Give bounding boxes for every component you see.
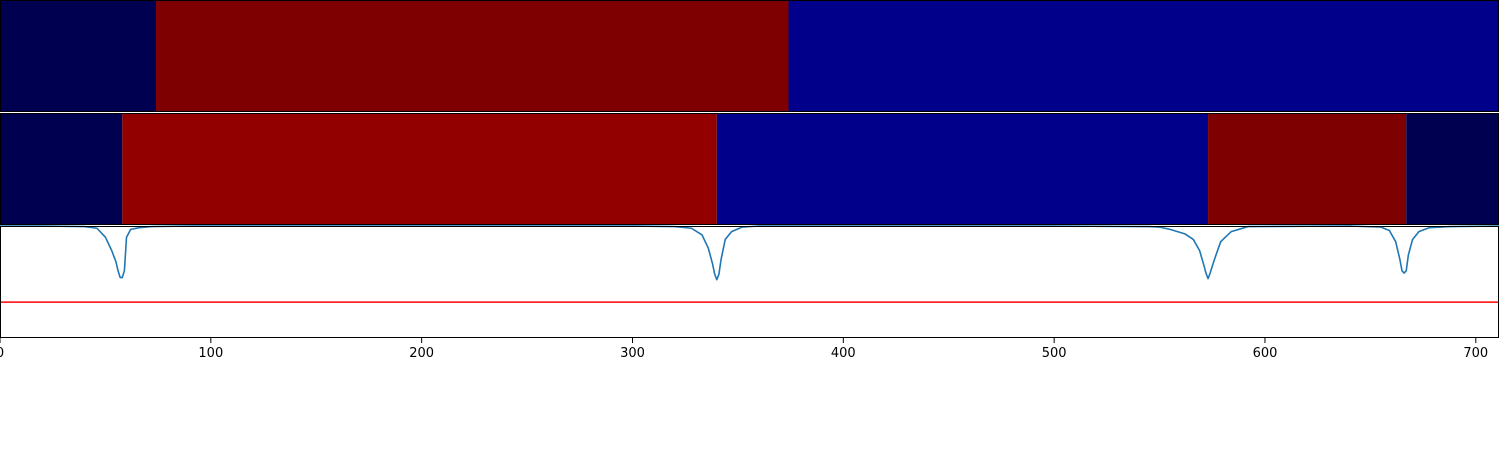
heatmap-segment	[1208, 113, 1407, 225]
panel-frame	[0, 113, 1499, 225]
x-tick-label: 700	[1463, 346, 1488, 361]
plot-area	[0, 226, 1499, 338]
line-panel-bottom	[0, 225, 1500, 338]
heatmap-segment	[0, 113, 123, 225]
heatmap-segment	[122, 113, 717, 225]
x-axis: 0 100 200 300 400 500 600 700	[0, 338, 1488, 361]
x-tick-label: 400	[831, 346, 856, 361]
heatmap-segment	[0, 0, 157, 112]
x-tick-label: 100	[198, 346, 223, 361]
heatmap-segment	[788, 0, 1499, 112]
heatmap-segment	[716, 113, 1209, 225]
heatmap-segment	[156, 0, 789, 112]
heatmap-segment	[1406, 113, 1499, 225]
x-tick-label: 0	[0, 346, 4, 361]
heatmap-panel-top	[0, 0, 1499, 112]
x-tick-label: 500	[1042, 346, 1067, 361]
heatmap-panel-middle	[0, 113, 1499, 225]
panel-frame	[0, 0, 1499, 112]
x-tick-label: 600	[1253, 346, 1278, 361]
x-tick-label: 300	[620, 346, 645, 361]
panel-frame	[0, 226, 1499, 338]
x-tick-label: 200	[409, 346, 434, 361]
